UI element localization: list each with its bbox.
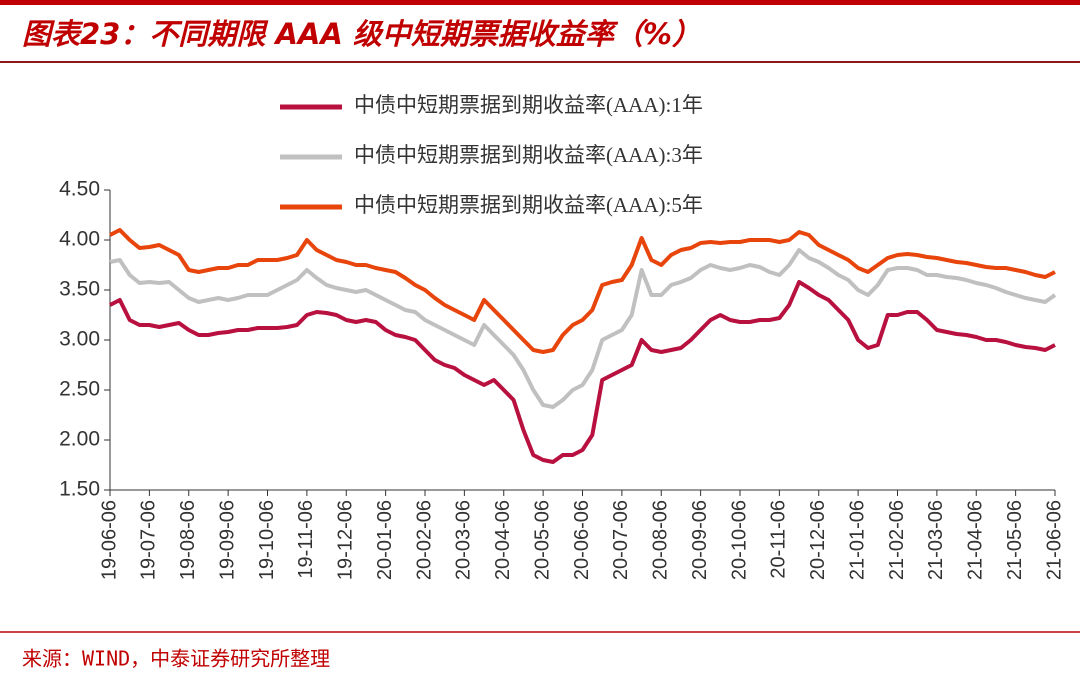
x-tick-label: 21-04-06 bbox=[965, 500, 987, 580]
x-tick-label: 20-10-06 bbox=[728, 500, 750, 580]
x-tick-label: 20-06-06 bbox=[571, 500, 593, 580]
legend-label: 中债中短期票据到期收益率(AAA):3年 bbox=[354, 143, 703, 167]
x-tick-label: 21-03-06 bbox=[925, 500, 947, 580]
series-line bbox=[109, 280, 1056, 464]
x-tick-label: 19-12-06 bbox=[335, 500, 357, 580]
x-tick-label: 19-10-06 bbox=[256, 500, 278, 580]
y-tick-label: 3.00 bbox=[59, 328, 100, 351]
top-bar bbox=[0, 0, 1080, 5]
x-tick-label: 19-11-06 bbox=[295, 500, 317, 579]
legend-label: 中债中短期票据到期收益率(AAA):1年 bbox=[354, 93, 703, 117]
x-tick-label: 21-06-06 bbox=[1043, 500, 1065, 580]
chart-title: 图表23：不同期限 AAA 级中短期票据收益率（%） bbox=[22, 17, 701, 51]
y-tick-label: 4.00 bbox=[59, 228, 100, 251]
x-tick-label: 19-07-06 bbox=[138, 500, 160, 580]
y-tick-label: 1.50 bbox=[59, 478, 100, 501]
x-tick-label: 20-04-06 bbox=[492, 500, 514, 580]
x-tick-label: 20-11-06 bbox=[768, 500, 790, 579]
y-tick-label: 3.50 bbox=[59, 278, 100, 301]
x-tick-label: 20-08-06 bbox=[650, 500, 672, 580]
y-tick-label: 2.50 bbox=[59, 378, 100, 401]
x-tick-label: 20-01-06 bbox=[374, 500, 396, 580]
y-tick-label: 4.50 bbox=[59, 178, 100, 201]
x-tick-label: 21-05-06 bbox=[1004, 500, 1026, 580]
x-tick-label: 19-06-06 bbox=[98, 500, 120, 580]
x-tick-label: 20-12-06 bbox=[807, 500, 829, 580]
x-tick-label: 19-08-06 bbox=[177, 500, 199, 580]
x-tick-label: 21-01-06 bbox=[846, 500, 868, 580]
legend-label: 中债中短期票据到期收益率(AAA):5年 bbox=[354, 193, 703, 217]
x-tick-label: 21-02-06 bbox=[886, 500, 908, 580]
series-line bbox=[109, 228, 1056, 354]
source: 来源：WIND，中泰证券研究所整理 bbox=[22, 647, 330, 671]
series-line bbox=[109, 248, 1057, 409]
x-tick-label: 20-09-06 bbox=[689, 500, 711, 580]
x-tick-label: 20-02-06 bbox=[413, 500, 435, 580]
y-tick-label: 2.00 bbox=[59, 428, 100, 451]
x-tick-label: 19-09-06 bbox=[216, 500, 238, 580]
x-tick-label: 20-05-06 bbox=[531, 500, 553, 580]
x-tick-label: 20-07-06 bbox=[610, 500, 632, 580]
x-tick-label: 20-03-06 bbox=[453, 500, 475, 580]
